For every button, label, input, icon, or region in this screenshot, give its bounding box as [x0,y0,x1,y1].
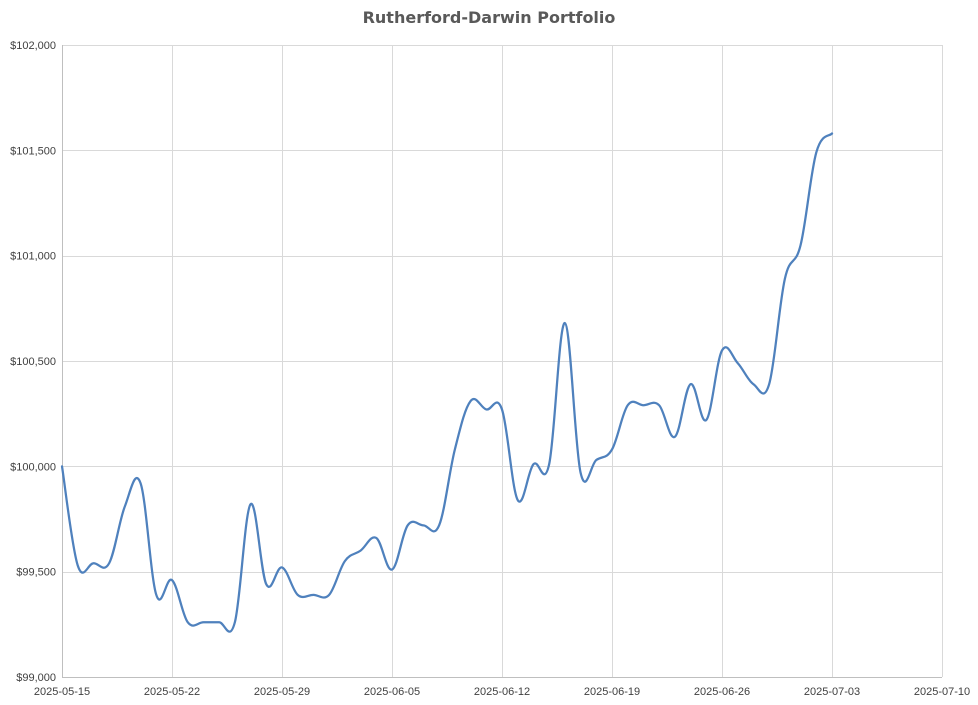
y-tick-label: $102,000 [10,40,56,52]
x-tick-label: 2025-06-19 [584,686,640,698]
x-tick-label: 2025-07-03 [804,686,860,698]
series-line [60,132,834,633]
x-tick-label: 2025-05-29 [254,686,310,698]
x-tick-label: 2025-05-15 [34,686,90,698]
y-tick-label: $100,000 [10,461,56,473]
chart-title: Rutherford-Darwin Portfolio [362,8,616,27]
y-tick-label: $100,500 [10,356,56,368]
x-tick-label: 2025-07-10 [914,686,970,698]
gridlines [62,45,943,678]
y-tick-label: $99,000 [16,672,56,684]
x-tick-label: 2025-06-12 [474,686,530,698]
x-tick-label: 2025-05-22 [144,686,200,698]
y-tick-label: $99,500 [16,567,56,579]
y-tick-label: $101,500 [10,145,56,157]
y-tick-label: $101,000 [10,251,56,263]
axes [62,45,942,678]
x-tick-label: 2025-06-26 [694,686,750,698]
series-lines [60,132,834,633]
x-tick-label: 2025-06-05 [364,686,420,698]
x-tick-labels: 2025-05-15 2025-05-22 2025-05-29 2025-06-05… [34,686,970,698]
y-tick-labels: $99,000 $99,500 $100,000 $100,500 $101,000 $1… [10,40,56,684]
